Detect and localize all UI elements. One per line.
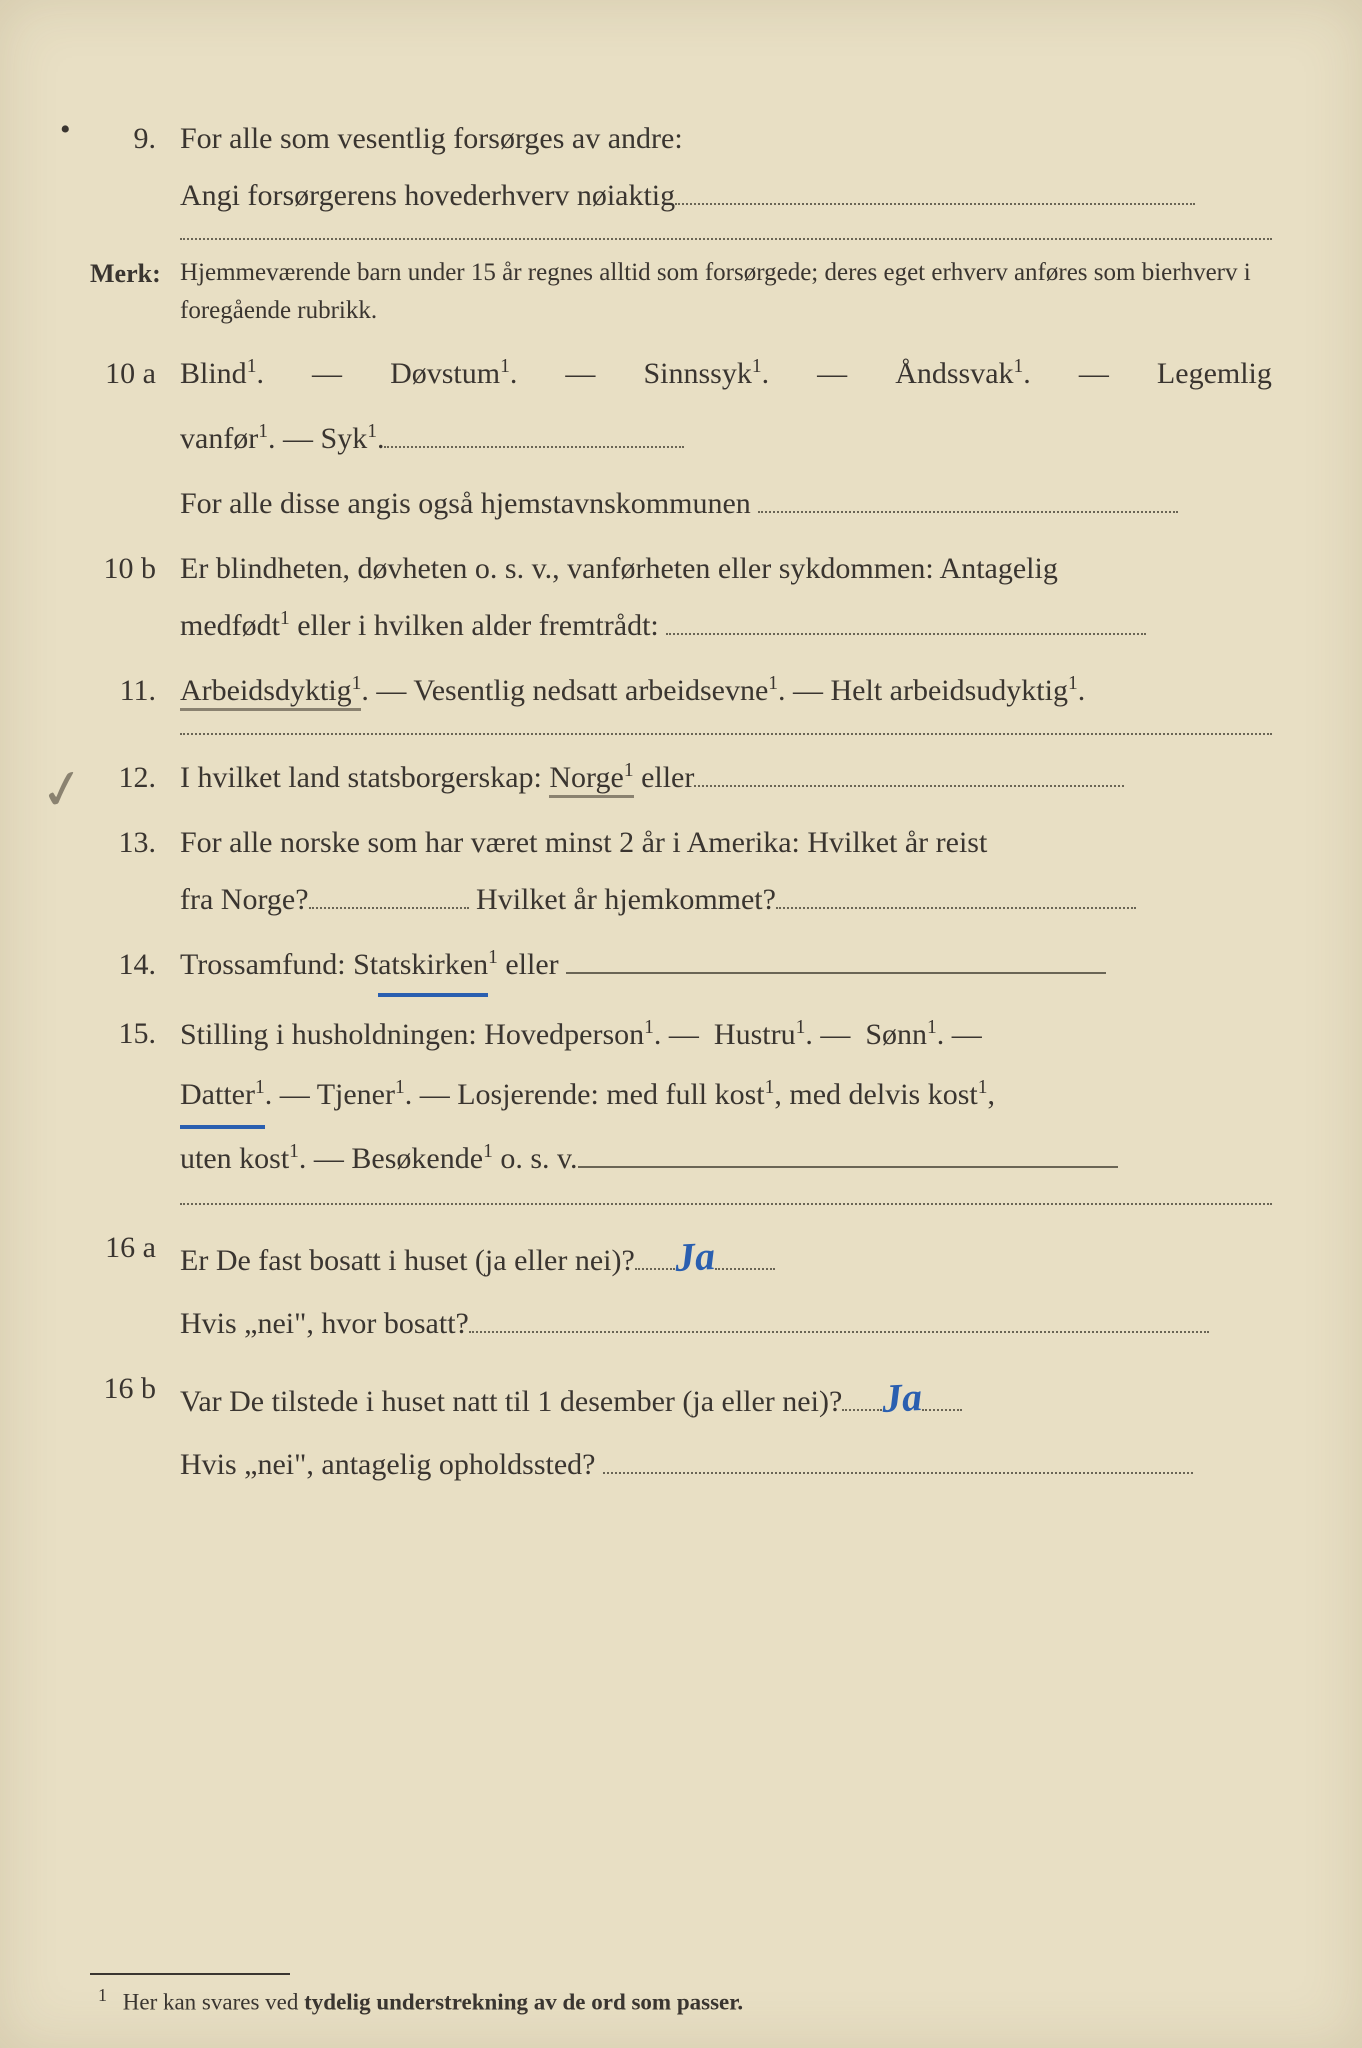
q14-statskirken: atskirken	[378, 948, 488, 981]
footnote-rule	[90, 1973, 290, 1975]
question-10a: 10 a Blind1. — Døvstum1. — Sinnssyk1. — …	[90, 345, 1272, 402]
q15-losjerende: Losjerende: med full kost	[457, 1078, 764, 1111]
merk-note: Merk: Hjemmeværende barn under 15 år reg…	[90, 254, 1272, 329]
q16b-number: 16 b	[90, 1360, 180, 1417]
q10a-line2: vanfør1. — Syk1.	[90, 410, 1272, 467]
question-14: 14. Trossamfund: Statskirken1 eller	[90, 936, 1272, 997]
q10b-number: 10 b	[90, 540, 180, 597]
q9-line2: Angi forsørgerens hovederhverv nøiaktig	[180, 179, 675, 212]
q16a-answer: Ja	[673, 1218, 717, 1296]
question-12: 12. I hvilket land statsborgerskap: Norg…	[90, 749, 1272, 806]
q12-number: 12.	[90, 749, 180, 806]
q11-opt3: Helt arbeidsudyktig	[831, 674, 1068, 707]
q10a-line3: For alle disse angis også hjemstavnskomm…	[90, 475, 1272, 532]
q10a-opt-blind: Blind	[180, 357, 247, 390]
footnote-text-a: Her kan svares ved	[123, 1990, 304, 2015]
q13-line2a: fra Norge?	[180, 883, 309, 916]
q10b-line1: Er blindheten, døvheten o. s. v., vanfør…	[180, 552, 1058, 585]
q10a-syk: Syk	[321, 422, 368, 455]
q16b-answer: Ja	[880, 1359, 924, 1437]
q13-line1: For alle norske som har været minst 2 år…	[180, 826, 987, 859]
q15-delvis: , med delvis kost	[774, 1078, 977, 1111]
q10a-opt-dovstum: Døvstum	[390, 357, 500, 390]
q15-datter: Datter	[180, 1078, 255, 1111]
q15-number: 15.	[90, 1005, 180, 1062]
q10a-opt-legemlig: Legemlig	[1157, 345, 1272, 402]
question-11: 11. Arbeidsdyktig1. — Vesentlig nedsatt …	[90, 662, 1272, 719]
q9-content: For alle som vesentlig forsørges av andr…	[180, 110, 1272, 224]
question-9: 9. For alle som vesentlig forsørges av a…	[90, 110, 1272, 224]
q16a-number: 16 a	[90, 1219, 180, 1276]
q11-opt1: Arbeidsdyktig	[180, 674, 352, 707]
q11-number: 11.	[90, 662, 180, 719]
q10b-medfodt: medfødt	[180, 609, 280, 642]
q10a-content: Blind1. — Døvstum1. — Sinnssyk1. — Åndss…	[180, 345, 1272, 402]
merk-text: Hjemmeværende barn under 15 år regnes al…	[180, 254, 1272, 329]
merk-label: Merk:	[90, 254, 180, 329]
q16a-line1: Er De fast bosatt i huset (ja eller nei)…	[180, 1244, 635, 1277]
q13-line2b: Hvilket år hjemkommet?	[476, 883, 776, 916]
footnote-text-b: tydelig understrekning av de ord som pas…	[304, 1990, 743, 2015]
q14-text1: Trossamfund: St	[180, 948, 378, 981]
q16b-line1: Var De tilstede i huset natt til 1 desem…	[180, 1385, 842, 1418]
q9-line1: For alle som vesentlig forsørges av andr…	[180, 122, 683, 155]
checkmark-icon: ✓	[35, 755, 91, 825]
q16b-line2: Hvis „nei", antagelig opholdssted?	[180, 1448, 596, 1481]
q15-osv: o. s. v.	[493, 1142, 578, 1175]
question-10b: 10 b Er blindheten, døvheten o. s. v., v…	[90, 540, 1272, 654]
q15-line1a: Stilling i husholdningen: Hovedperson	[180, 1018, 644, 1051]
footnote-num: 1	[98, 1985, 107, 2005]
q15-sonn: Sønn	[865, 1018, 927, 1051]
separator-line	[180, 236, 1272, 240]
bullet-icon: •	[60, 113, 71, 147]
separator-line	[180, 1201, 1272, 1205]
document-page: • 9. For alle som vesentlig forsørges av…	[0, 0, 1362, 2048]
separator-line	[180, 731, 1272, 735]
q15-utenkost: uten kost	[180, 1142, 289, 1175]
q12-text2: eller	[634, 761, 695, 794]
question-16b: 16 b Var De tilstede i huset natt til 1 …	[90, 1360, 1272, 1493]
q12-norge: Norge	[549, 761, 623, 794]
q10a-number: 10 a	[90, 345, 180, 402]
q15-besokende: Besøkende	[351, 1142, 483, 1175]
q10a-vanfor: vanfør	[180, 422, 258, 455]
q11-opt2: Vesentlig nedsatt arbeidsevne	[413, 674, 768, 707]
q12-text1: I hvilket land statsborgerskap:	[180, 761, 549, 794]
q15-tjener: Tjener	[317, 1078, 395, 1111]
footnote: 1 Her kan svares ved tydelig understrekn…	[90, 1985, 1272, 2016]
q14-text2: eller	[498, 948, 559, 981]
question-16a: 16 a Er De fast bosatt i huset (ja eller…	[90, 1219, 1272, 1352]
q16a-line2: Hvis „nei", hvor bosatt?	[180, 1307, 469, 1340]
q15-hustru: Hustru	[714, 1018, 796, 1051]
question-13: 13. For alle norske som har været minst …	[90, 814, 1272, 928]
q10a-opt-sinnssyk: Sinnssyk	[643, 357, 751, 390]
q14-number: 14.	[90, 936, 180, 993]
q13-number: 13.	[90, 814, 180, 871]
q9-number: 9.	[90, 110, 180, 167]
q10a-opt-andssvak: Åndssvak	[895, 357, 1013, 390]
q10a-line3-text: For alle disse angis også hjemstavnskomm…	[180, 487, 751, 520]
q10b-line2b: eller i hvilken alder fremtrådt:	[290, 609, 659, 642]
question-15: 15. Stilling i husholdningen: Hovedperso…	[90, 1005, 1272, 1189]
